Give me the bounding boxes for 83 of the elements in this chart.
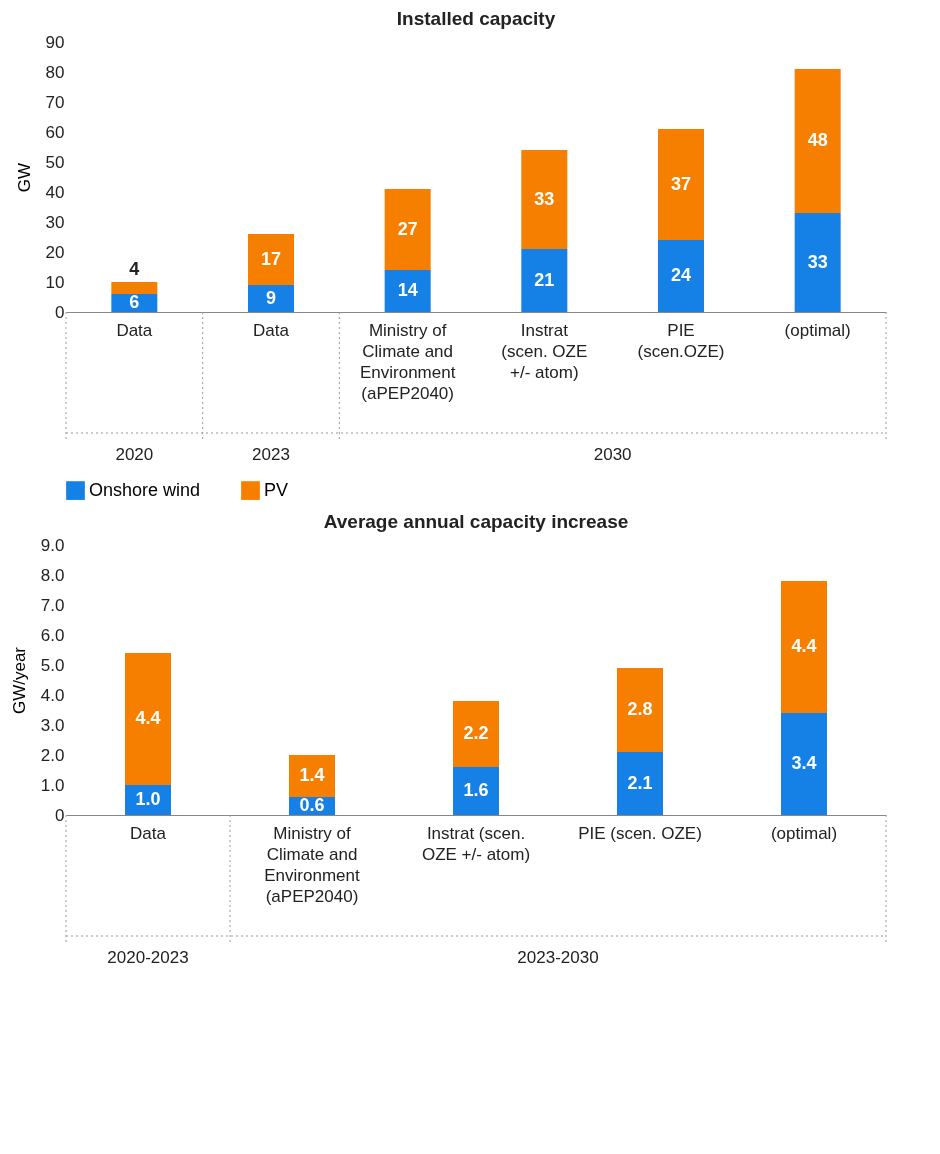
bar [521, 249, 568, 312]
x-tick-label: (optimal) [784, 320, 851, 340]
y-tick-label: 3.0 [40, 715, 65, 735]
bar [111, 282, 158, 294]
y-tick-label: 80 [45, 62, 65, 82]
data-label: 1.6 [463, 780, 489, 800]
data-label: 1.0 [135, 789, 161, 809]
y-tick-label: 8.0 [40, 565, 65, 585]
legend-label: Onshore wind [89, 479, 201, 500]
y-tick-label: 60 [45, 122, 65, 142]
x-tick-label: PIE (scen.OZE) [637, 320, 725, 361]
y-tick-label: 50 [45, 152, 65, 172]
bar [453, 767, 499, 815]
y-tick-label: 10 [45, 272, 65, 292]
text: 2020-2023 [107, 948, 189, 967]
text: 2023-2030 [517, 948, 599, 967]
y-tick-label: 6.0 [40, 625, 65, 645]
y-axis-title: GW/year [9, 646, 29, 715]
data-label: 33 [534, 188, 555, 209]
bar [781, 713, 827, 815]
chart-title: Average annual capacity increase [323, 511, 629, 532]
x-tick-label: (optimal) [770, 823, 838, 843]
y-tick-label: 20 [45, 242, 65, 262]
bar [248, 234, 294, 285]
data-label: 2.8 [627, 699, 653, 719]
x-tick-label: Data [130, 823, 167, 843]
data-label: 3.4 [791, 753, 817, 773]
bar [794, 213, 841, 312]
data-label: 21 [534, 269, 555, 290]
chart-title: Installed capacity [396, 8, 556, 29]
bar [658, 129, 704, 240]
data-label: 33 [807, 251, 828, 272]
y-tick-label: 0 [55, 805, 65, 825]
x-tick-label: Instrat (scen. OZE +/- atom) [501, 320, 588, 382]
x-tick-label: Ministry of Climate and Environment (aPEP2040) [264, 823, 360, 906]
data-label: 14 [397, 280, 418, 300]
data-label: 48 [807, 130, 828, 150]
y-axis-title: GW [14, 162, 34, 193]
y-tick-label: 70 [45, 92, 65, 112]
y-tick-label: 1.0 [40, 775, 65, 795]
data-label: 0.6 [299, 795, 325, 815]
x-tick-label: PIE (scen. OZE) [578, 823, 702, 843]
x-tick-label: Data [253, 320, 290, 340]
y-tick-label: 4.0 [40, 685, 65, 705]
bar [384, 189, 431, 270]
y-tick-label: 2.0 [40, 745, 65, 765]
data-label: 2.1 [627, 772, 653, 793]
data-label: 4.4 [135, 708, 161, 728]
data-label: 37 [670, 173, 692, 194]
x-tick-label: Instrat (scen. OZE +/- atom) [421, 823, 531, 864]
bar [248, 285, 294, 312]
data-label: 6 [129, 292, 140, 312]
data-label: 24 [670, 265, 692, 285]
data-label: 27 [397, 218, 418, 239]
data-label: 4 [129, 259, 140, 279]
bar [289, 755, 335, 797]
bar [617, 668, 663, 752]
bar [794, 69, 841, 213]
bar [658, 240, 704, 312]
y-tick-label: 30 [45, 212, 65, 232]
y-tick-label: 5.0 [40, 655, 65, 675]
y-tick-label: 40 [45, 182, 65, 202]
y-tick-label: 0 [55, 302, 65, 322]
data-label: 1.4 [299, 765, 325, 785]
data-label: 9 [265, 287, 277, 308]
x-tick-label: Ministry of Climate and Environment (aPEP2040) [359, 320, 456, 403]
bar [384, 270, 431, 312]
y-tick-label: 7.0 [40, 595, 65, 615]
data-label: 4.4 [791, 636, 817, 656]
bar [617, 752, 663, 815]
text: 2020 [115, 445, 154, 464]
bar [521, 150, 568, 249]
text: 2030 [593, 445, 632, 464]
y-tick-label: 90 [45, 32, 65, 52]
data-label: 17 [260, 248, 282, 269]
bar [781, 581, 827, 713]
bar [453, 701, 499, 767]
bar [125, 653, 171, 785]
text: 2023 [252, 445, 290, 464]
y-tick-label: 9.0 [40, 535, 65, 555]
data-label: 2.2 [463, 723, 489, 743]
x-tick-label: Data [116, 320, 153, 340]
legend-label: PV [264, 479, 289, 500]
